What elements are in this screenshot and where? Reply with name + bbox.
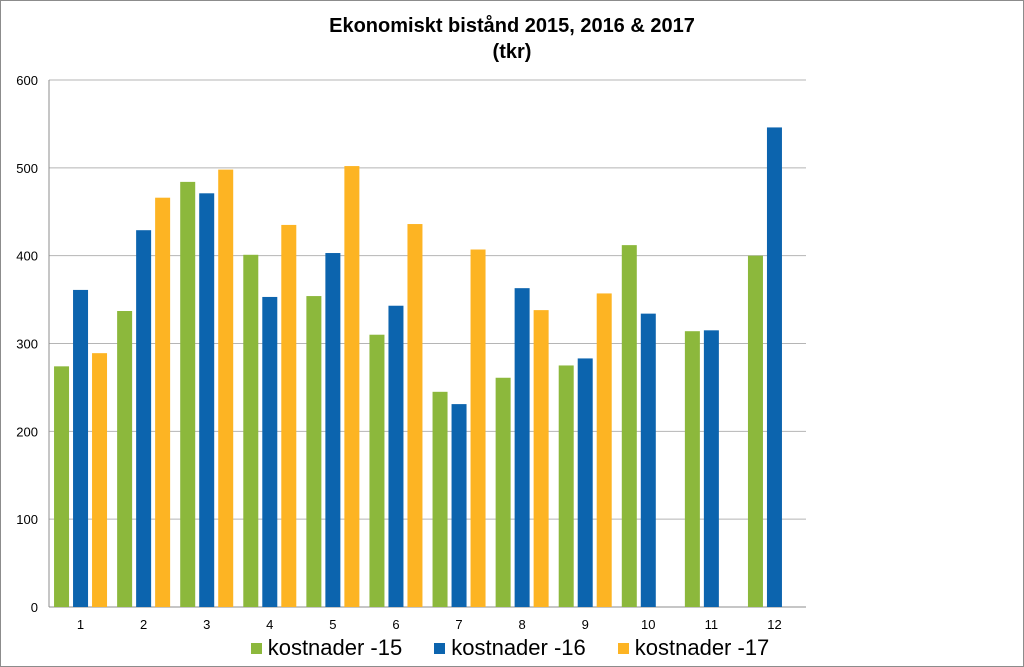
bar-series3-cat9 bbox=[596, 293, 612, 607]
x-tick-label-1: 1 bbox=[77, 617, 84, 632]
bar-series1-cat8 bbox=[495, 377, 511, 607]
y-tick-label-400: 400 bbox=[16, 249, 38, 264]
x-tick-label-9: 9 bbox=[582, 617, 589, 632]
legend-label-2: kostnader -16 bbox=[451, 635, 586, 660]
legend-label-3: kostnader -17 bbox=[634, 635, 770, 660]
bar-series3-cat3 bbox=[218, 169, 234, 607]
x-tick-label-12: 12 bbox=[767, 617, 781, 632]
bar-series2-cat11 bbox=[703, 330, 719, 607]
bar-series2-cat10 bbox=[640, 313, 656, 607]
bar-series2-cat5 bbox=[325, 253, 341, 607]
y-tick-label-500: 500 bbox=[16, 161, 38, 176]
bar-series2-cat4 bbox=[262, 296, 278, 607]
y-tick-label-200: 200 bbox=[16, 424, 38, 439]
x-tick-label-8: 8 bbox=[519, 617, 526, 632]
y-tick-label-0: 0 bbox=[31, 600, 38, 615]
bar-series1-cat5 bbox=[306, 296, 322, 607]
bar-series3-cat1 bbox=[92, 353, 108, 607]
legend-label-1: kostnader -15 bbox=[267, 635, 403, 660]
legend-swatch-3 bbox=[617, 642, 629, 654]
x-tick-label-10: 10 bbox=[641, 617, 655, 632]
bar-series3-cat5 bbox=[344, 166, 360, 607]
bar-series1-cat4 bbox=[243, 254, 259, 607]
y-tick-label-600: 600 bbox=[16, 73, 38, 88]
bar-series3-cat6 bbox=[407, 224, 423, 607]
bar-series1-cat12 bbox=[747, 255, 763, 607]
bar-series2-cat3 bbox=[199, 193, 215, 607]
x-tick-label-6: 6 bbox=[392, 617, 399, 632]
legend-swatch-2 bbox=[434, 642, 446, 654]
bar-series1-cat9 bbox=[558, 365, 574, 607]
y-tick-label-300: 300 bbox=[16, 337, 38, 352]
bar-series2-cat6 bbox=[388, 305, 404, 607]
legend-item-1: kostnader -15 bbox=[250, 635, 403, 661]
bar-series3-cat7 bbox=[470, 249, 486, 608]
x-tick-label-5: 5 bbox=[329, 617, 336, 632]
x-tick-label-3: 3 bbox=[203, 617, 210, 632]
x-tick-label-11: 11 bbox=[705, 617, 719, 632]
bar-series3-cat2 bbox=[155, 197, 171, 608]
x-tick-label-7: 7 bbox=[455, 617, 462, 632]
x-tick-label-4: 4 bbox=[266, 617, 273, 632]
bar-series1-cat2 bbox=[117, 311, 133, 607]
bar-series1-cat3 bbox=[180, 181, 196, 608]
legend-item-3: kostnader -17 bbox=[617, 635, 770, 661]
bar-series2-cat2 bbox=[136, 230, 152, 607]
bar-series1-cat7 bbox=[432, 391, 448, 607]
bar-series3-cat4 bbox=[281, 224, 297, 608]
legend-item-2: kostnader -16 bbox=[434, 635, 586, 661]
bar-series1-cat1 bbox=[54, 366, 70, 607]
bar-series1-cat6 bbox=[369, 334, 385, 607]
bar-series2-cat12 bbox=[766, 127, 782, 608]
x-tick-label-2: 2 bbox=[140, 617, 147, 632]
y-tick-label-100: 100 bbox=[16, 512, 38, 527]
bar-series1-cat10 bbox=[621, 245, 637, 608]
bar-series2-cat1 bbox=[73, 289, 89, 607]
bar-series1-cat11 bbox=[684, 331, 700, 607]
bar-series2-cat9 bbox=[577, 358, 593, 607]
legend: kostnader -15 kostnader -16 kostnader -1… bbox=[1, 633, 1023, 663]
bar-series2-cat7 bbox=[451, 404, 467, 607]
chart-title: Ekonomiskt bistånd 2015, 2016 & 2017 (tk… bbox=[329, 15, 695, 63]
bar-series2-cat8 bbox=[514, 288, 530, 607]
bar-series3-cat8 bbox=[533, 310, 549, 607]
legend-swatch-1 bbox=[250, 642, 262, 654]
